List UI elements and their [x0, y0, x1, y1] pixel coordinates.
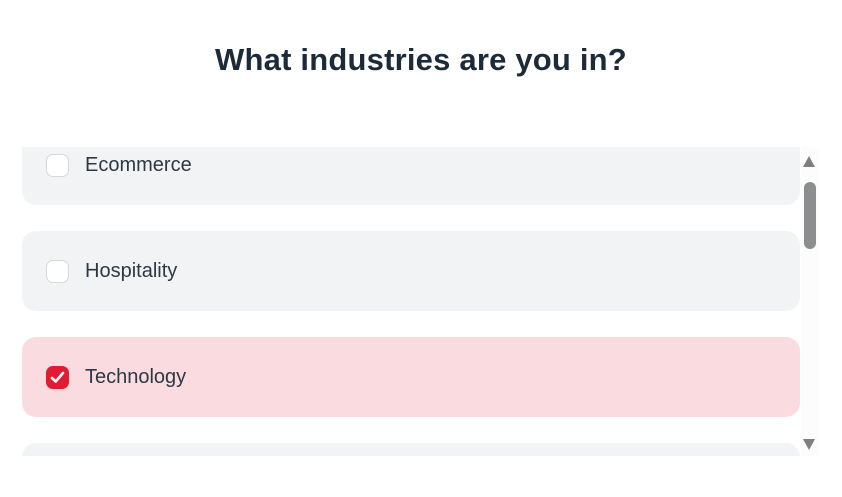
option-row-ecommerce[interactable]: Ecommerce	[22, 147, 800, 205]
scrollbar-track[interactable]	[801, 147, 818, 456]
scroll-up-arrow-icon[interactable]	[803, 156, 815, 167]
option-row-3[interactable]	[22, 443, 800, 456]
checkbox-unchecked[interactable]	[46, 153, 69, 177]
question-title: What industries are you in?	[215, 42, 627, 77]
checkbox-unchecked[interactable]	[46, 259, 69, 283]
scroll-down-arrow-icon[interactable]	[803, 439, 815, 450]
option-row-technology[interactable]: Technology	[22, 337, 800, 417]
options-scroll-container: Ecommerce Hospitality Technology	[22, 147, 818, 456]
options-list: Ecommerce Hospitality Technology	[22, 147, 800, 456]
option-label: Technology	[85, 366, 187, 388]
checkmark-icon	[50, 371, 65, 383]
checkbox-checked[interactable]	[46, 365, 69, 389]
scrollbar-thumb[interactable]	[803, 182, 816, 249]
option-label: Ecommerce	[85, 154, 192, 176]
option-row-hospitality[interactable]: Hospitality	[22, 231, 800, 311]
option-label: Hospitality	[85, 260, 178, 282]
